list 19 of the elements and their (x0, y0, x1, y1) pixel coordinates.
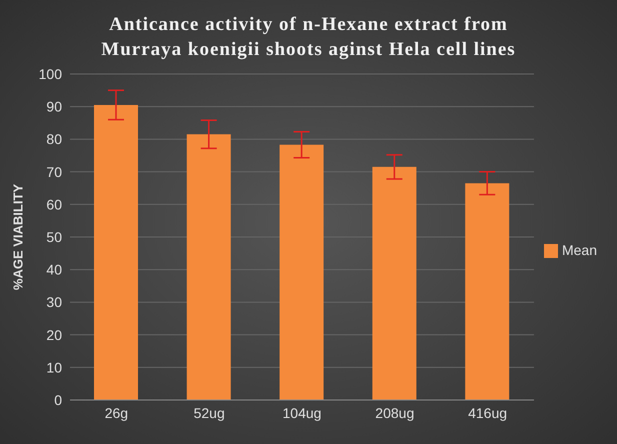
y-tick-label: 70 (46, 164, 62, 180)
y-tick-label: 100 (38, 66, 62, 82)
y-tick-label: 80 (46, 131, 62, 148)
y-tick-label: 0 (54, 392, 62, 408)
y-tick-label: 10 (46, 359, 62, 376)
x-tick-label: 26g (104, 404, 128, 421)
y-tick-label: 60 (46, 196, 62, 212)
chart-title: Anticance activity of n-Hexane extract from Murraya koenigii shoots aginst Hela cell lines (100, 13, 517, 62)
x-tick-label: 208ug (375, 404, 414, 421)
legend-label: Mean (562, 242, 597, 258)
y-tick-label: 30 (46, 294, 62, 310)
y-tick-label: 90 (46, 98, 62, 115)
x-tick-label: 416ug (468, 404, 508, 421)
x-tick-label: 52ug (194, 404, 225, 421)
y-tick-label: 20 (46, 326, 62, 343)
y-tick-label: 50 (46, 228, 62, 245)
y-tick-label: 40 (46, 262, 62, 278)
y-axis-title: %AGE VIABILITY (10, 184, 26, 290)
x-tick-label: 104ug (282, 404, 322, 421)
